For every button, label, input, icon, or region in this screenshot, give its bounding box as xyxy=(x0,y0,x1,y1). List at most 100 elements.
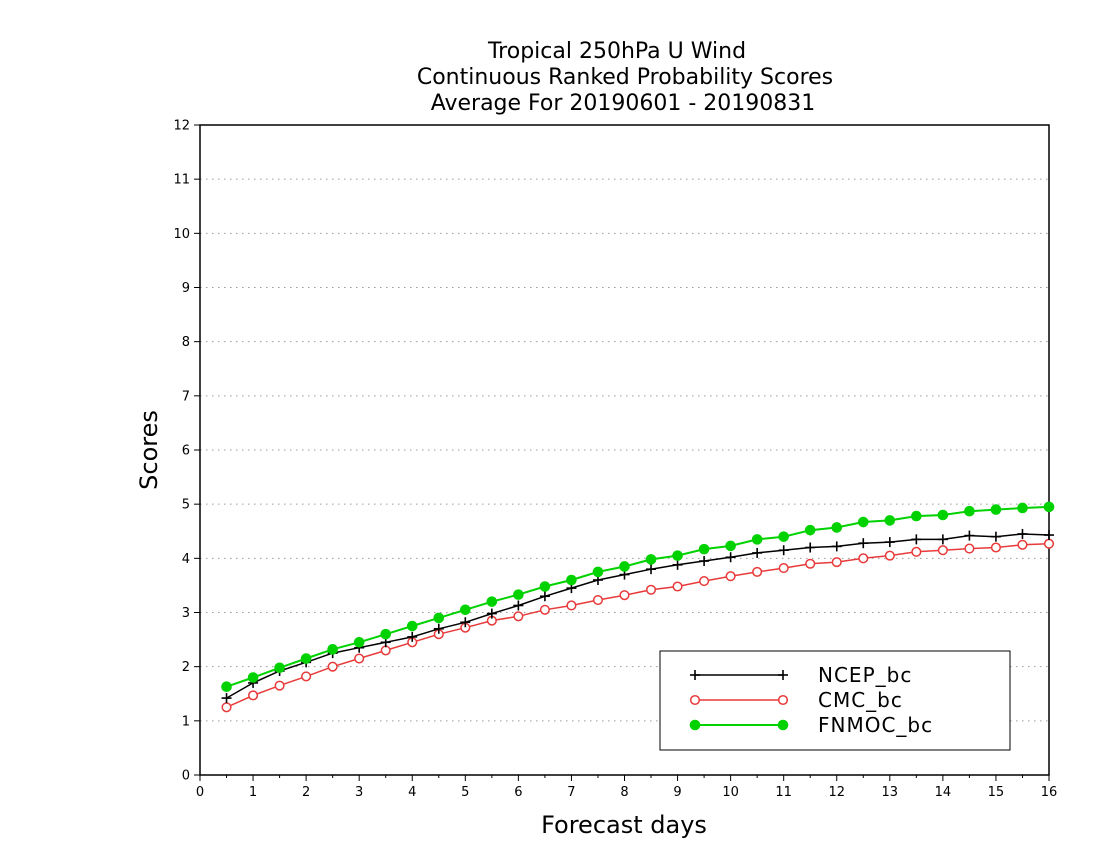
data-point xyxy=(725,571,736,582)
y-tick-label: 6 xyxy=(182,444,190,459)
series-CMC_bc xyxy=(221,538,1055,713)
data-point xyxy=(884,550,895,561)
data-point xyxy=(964,543,975,554)
data-point xyxy=(1017,539,1028,550)
data-point xyxy=(1043,538,1055,549)
data-point xyxy=(301,671,312,682)
data-point xyxy=(698,543,710,555)
data-point xyxy=(778,531,789,542)
data-point xyxy=(672,559,683,570)
y-tick-label: 3 xyxy=(182,606,190,621)
legend-marker xyxy=(689,694,701,706)
data-point xyxy=(486,608,497,619)
legend-label: FNMOC_bc xyxy=(818,713,933,737)
data-point xyxy=(433,623,444,634)
data-point xyxy=(752,547,763,558)
grid-lines xyxy=(200,178,1049,722)
legend-label: NCEP_bc xyxy=(818,663,912,687)
data-point xyxy=(619,590,630,601)
data-point xyxy=(513,589,524,600)
data-point xyxy=(406,620,418,632)
legend-item-CMC_bc: CMC_bc xyxy=(689,688,902,712)
x-tick-label: 12 xyxy=(828,785,845,800)
data-point xyxy=(645,554,657,565)
y-tick-label: 4 xyxy=(182,552,190,567)
y-tick-label: 8 xyxy=(182,335,190,350)
x-tick-label: 13 xyxy=(882,785,899,800)
x-tick-label: 11 xyxy=(775,785,792,800)
data-point xyxy=(884,515,896,526)
x-tick-labels: 0 1 2 3 4 5 6 7 8 9 10 11 12 13 14 15 16 xyxy=(196,785,1057,800)
data-point xyxy=(592,594,604,606)
data-point xyxy=(221,681,232,693)
data-point xyxy=(990,542,1001,553)
data-point xyxy=(380,628,392,640)
data-point xyxy=(539,591,550,602)
y-axis-label: Scores xyxy=(135,410,163,490)
y-tick-label: 11 xyxy=(173,173,190,188)
data-point xyxy=(486,596,498,607)
x-tick-label: 15 xyxy=(988,785,1005,800)
x-tick-label: 16 xyxy=(1041,785,1058,800)
data-point xyxy=(858,553,869,564)
x-tick-label: 2 xyxy=(302,785,310,800)
data-point xyxy=(354,653,365,664)
x-tick-label: 1 xyxy=(249,785,257,800)
data-point xyxy=(964,530,975,541)
data-point xyxy=(911,546,922,557)
legend-marker xyxy=(778,670,788,680)
data-point xyxy=(539,604,550,615)
data-point xyxy=(646,564,657,575)
data-point xyxy=(566,574,577,586)
y-tick-label: 0 xyxy=(182,769,190,784)
data-point xyxy=(221,693,232,704)
data-point xyxy=(964,505,975,517)
x-tick-label: 9 xyxy=(673,785,681,800)
data-series xyxy=(221,501,1055,713)
data-point xyxy=(937,509,949,521)
data-point xyxy=(274,680,285,691)
data-point xyxy=(857,516,869,528)
data-point xyxy=(566,600,577,611)
x-axis-label: Forecast days xyxy=(541,811,707,839)
data-point xyxy=(778,563,789,574)
data-point xyxy=(433,612,445,624)
y-tick-label: 12 xyxy=(173,119,190,134)
chart-title-line-2: Continuous Ranked Probability Scores xyxy=(417,65,833,90)
x-tick-label: 6 xyxy=(514,785,522,800)
data-point xyxy=(804,524,816,536)
x-tick-label: 10 xyxy=(722,785,739,800)
data-point xyxy=(221,702,232,713)
y-tick-label: 7 xyxy=(182,389,190,404)
data-point xyxy=(778,545,789,556)
data-point xyxy=(831,541,842,552)
legend-item-NCEP_bc: NCEP_bc xyxy=(690,663,912,687)
legend-marker xyxy=(777,694,789,706)
x-tick-label: 5 xyxy=(461,785,469,800)
data-point xyxy=(725,540,736,552)
data-point xyxy=(1043,501,1055,513)
data-point xyxy=(247,672,259,683)
data-point xyxy=(805,558,816,569)
chart-title-line-3: Average For 20190601 - 20190831 xyxy=(431,91,816,116)
data-point xyxy=(699,576,710,587)
data-point xyxy=(327,661,338,672)
data-point xyxy=(592,566,604,578)
data-point xyxy=(460,604,471,616)
data-point xyxy=(380,645,391,656)
legend-marker xyxy=(689,719,701,731)
x-tick-label: 7 xyxy=(567,785,575,800)
data-point xyxy=(911,510,922,522)
data-point xyxy=(725,552,736,563)
x-tick-label: 3 xyxy=(355,785,363,800)
data-point xyxy=(300,653,312,664)
data-point xyxy=(1044,530,1054,541)
data-point xyxy=(990,531,1001,542)
data-point xyxy=(327,644,338,655)
y-tick-label: 2 xyxy=(182,660,190,675)
data-point xyxy=(645,584,657,595)
